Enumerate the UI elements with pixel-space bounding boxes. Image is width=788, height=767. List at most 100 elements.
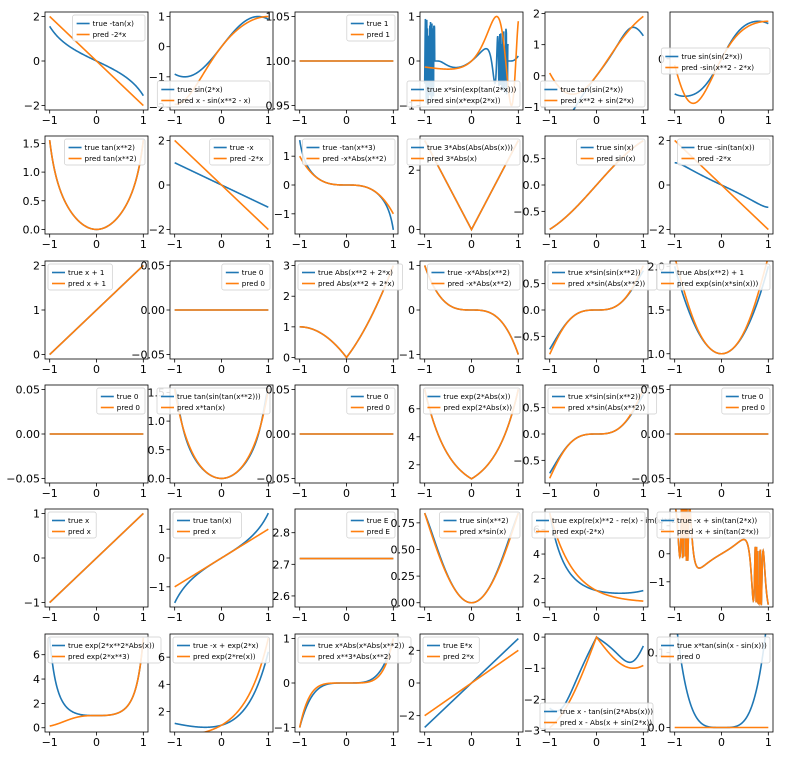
y-tick-label: 4: [158, 678, 165, 691]
x-tick-label: 0: [343, 238, 350, 251]
y-tick-label: −0.05: [131, 349, 165, 362]
x-tick-label: 0: [718, 363, 725, 376]
x-tick-label: 0: [468, 114, 475, 127]
x-tick-label: 0: [343, 487, 350, 500]
x-tick-label: −1: [292, 238, 308, 251]
y-tick-label: 1: [408, 259, 415, 272]
series-line-pred: [49, 512, 144, 604]
legend-box: [439, 511, 521, 539]
legend-entry: pred E: [367, 527, 391, 536]
legend: true tan(sin(2*x)) pred x**2 + sin(2*x): [540, 80, 646, 108]
subplot-12: −1 0 1 2 0 −2 true -sin(tan(x)) pred -2*x: [649, 134, 774, 251]
y-tick-label: 2: [33, 697, 40, 710]
legend: true x*tan(sin(x - sin(x))) pred 0: [656, 636, 771, 664]
x-tick-label: 1: [640, 736, 647, 749]
legend: true Abs(x**2 + 2*x) pred Abs(x**2 + 2*x): [297, 263, 403, 291]
y-tick-label: 0: [33, 55, 40, 68]
x-tick-label: 1: [515, 487, 522, 500]
x-tick-label: −1: [667, 114, 683, 127]
legend-entry: pred 3*Abs(x): [427, 154, 477, 163]
legend: true 0 pred 0: [221, 263, 271, 291]
legend-entry: pred sin(x): [597, 154, 636, 163]
legend: true 0 pred 0: [96, 387, 146, 415]
legend-entry: pred x: [193, 527, 217, 536]
legend-entry: pred 0: [117, 403, 141, 412]
legend-entry: true -sin(tan(x)): [697, 143, 754, 152]
y-tick-label: 6: [33, 649, 40, 662]
subplot-5: −1 0 1 2 1 0 −1 true tan(sin(2*x)) pred x**2 + s…: [524, 8, 649, 127]
x-tick-label: −1: [542, 238, 558, 251]
x-tick-label: 1: [390, 114, 397, 127]
x-tick-label: 0: [468, 487, 475, 500]
legend-box: [539, 702, 654, 730]
y-tick-label: 0.00: [16, 428, 41, 441]
y-tick-label: 2: [533, 8, 540, 21]
y-tick-label: −1: [274, 722, 290, 735]
legend-entry: true 0: [742, 392, 764, 401]
x-tick-label: −1: [542, 736, 558, 749]
legend-entry: true Abs(x**2) + 1: [677, 268, 744, 277]
x-tick-label: 0: [593, 736, 600, 749]
y-tick-label: 2.8: [273, 527, 291, 540]
y-tick-label: 0.0: [523, 179, 541, 192]
series-line-pred: [173, 389, 270, 480]
legend-entry: pred 1: [367, 30, 390, 39]
x-tick-label: 1: [140, 363, 147, 376]
legend-entry: true x*tan(sin(x - sin(x))): [677, 641, 767, 650]
y-tick-label: 2: [158, 134, 165, 147]
legend: true -tan(x**3) pred -x*Abs(x**2): [302, 138, 396, 166]
legend-box: [64, 138, 146, 166]
legend-entry: pred -x + sin(tan(2*x)): [677, 527, 759, 536]
x-tick-label: 0: [468, 238, 475, 251]
y-tick-label: 2.6: [273, 590, 291, 603]
y-tick-label: 2: [283, 290, 290, 303]
legend-entry: true exp(2*x**2*Abs(x)): [68, 641, 155, 650]
legend: true -x pred -2*x: [209, 138, 271, 166]
legend: true sin(x**2) pred x*sin(x): [439, 511, 521, 539]
x-tick-label: −1: [42, 238, 58, 251]
y-tick-label: 0: [533, 70, 540, 83]
legend-entry: pred exp(sin(x*sin(x))): [677, 279, 758, 288]
subplot-9: −1 0 1 1 0 −1 true -tan(x**3) pred -x*Abs(x**2): [274, 135, 399, 251]
x-tick-label: 1: [515, 114, 522, 127]
x-tick-label: −1: [42, 114, 58, 127]
y-tick-label: −1: [274, 208, 290, 221]
legend-box: [531, 511, 646, 539]
legend-entry: pred tan(x**2): [85, 154, 137, 163]
y-tick-label: −2: [399, 710, 415, 723]
legend-entry: true sin(2*x): [177, 85, 223, 94]
x-tick-label: 0: [593, 487, 600, 500]
series-line-pred: [423, 512, 520, 604]
y-tick-label: 0: [533, 597, 540, 610]
y-tick-label: 0.5: [523, 402, 541, 415]
subplot-28: −1 0 1 0.75 0.50 0.25 0.00 true sin(x**2) pred x…: [391, 508, 524, 624]
subplot-23: −1 0 1 0.5 0.0 −0.5 true x*sin(sin(x**2)) pred …: [513, 384, 658, 500]
legend-entry: true tan(sin(tan(x**2))): [177, 392, 261, 401]
y-tick-label: 0: [283, 677, 290, 690]
subplot-19: −1 0 1 0.05 0.00 −0.05 true 0 pred 0: [6, 383, 149, 500]
series-line-pred: [298, 155, 395, 215]
legend-box: [406, 138, 521, 166]
series-line-pred: [424, 649, 519, 717]
y-tick-label: 1: [283, 632, 290, 645]
legend-entry: true 0: [367, 392, 389, 401]
legend-box: [297, 263, 403, 291]
y-tick-label: 4: [533, 548, 540, 561]
legend-entry: true x + 1: [68, 268, 104, 277]
series-line-pred: [174, 139, 269, 231]
legend-box: [72, 14, 146, 42]
x-tick-label: 1: [390, 487, 397, 500]
legend: true -sin(tan(x)) pred -2*x: [677, 138, 771, 166]
y-tick-label: 0: [158, 552, 165, 565]
x-tick-label: −1: [292, 736, 308, 749]
y-tick-label: 1.00: [266, 55, 291, 68]
subplot-21: −1 0 1 0.05 0.00 −0.05 true 0 pred 0: [256, 383, 399, 500]
legend-entry: pred -x*Abs(x**2): [447, 279, 511, 288]
y-tick-label: 2: [658, 134, 665, 147]
x-tick-label: 0: [468, 363, 475, 376]
legend-entry: pred 0: [242, 279, 266, 288]
